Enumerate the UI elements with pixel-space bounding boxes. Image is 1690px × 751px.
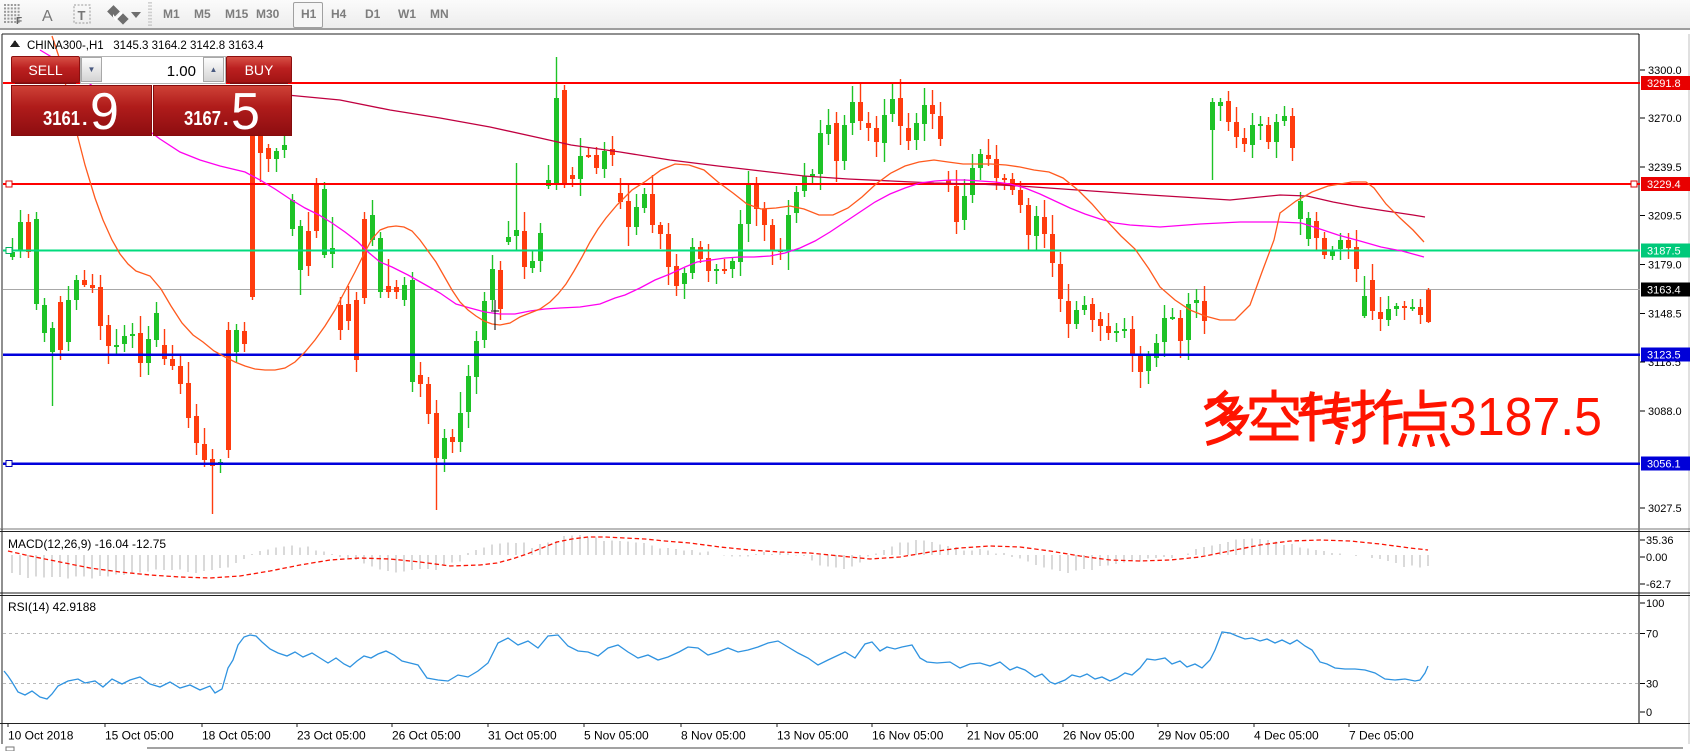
svg-text:5 Nov 05:00: 5 Nov 05:00 bbox=[584, 729, 649, 743]
svg-text:3056.1: 3056.1 bbox=[1647, 459, 1681, 471]
svg-text:29 Nov 05:00: 29 Nov 05:00 bbox=[1158, 729, 1230, 743]
svg-text:A: A bbox=[42, 8, 53, 25]
svg-text:3187.5: 3187.5 bbox=[1449, 387, 1602, 447]
svg-text:21 Nov 05:00: 21 Nov 05:00 bbox=[967, 729, 1039, 743]
svg-text:3123.5: 3123.5 bbox=[1647, 350, 1681, 362]
svg-text:100: 100 bbox=[1646, 598, 1664, 610]
svg-text:3300.0: 3300.0 bbox=[1648, 65, 1682, 77]
svg-text:3088.0: 3088.0 bbox=[1648, 406, 1682, 418]
svg-text:3163.4: 3163.4 bbox=[1647, 285, 1681, 297]
svg-text:3148.5: 3148.5 bbox=[1648, 309, 1682, 321]
svg-text:18 Oct 05:00: 18 Oct 05:00 bbox=[202, 729, 271, 743]
svg-text:4 Dec 05:00: 4 Dec 05:00 bbox=[1254, 729, 1319, 743]
svg-text:3291.8: 3291.8 bbox=[1647, 78, 1681, 90]
svg-text:3239.5: 3239.5 bbox=[1648, 162, 1682, 174]
svg-text:3027.5: 3027.5 bbox=[1648, 503, 1682, 515]
svg-text:3229.4: 3229.4 bbox=[1647, 179, 1681, 191]
svg-text:RSI(14) 42.9188: RSI(14) 42.9188 bbox=[8, 600, 96, 614]
svg-text:3179.0: 3179.0 bbox=[1648, 260, 1682, 272]
svg-text:-62.7: -62.7 bbox=[1646, 579, 1671, 591]
svg-text:7 Dec 05:00: 7 Dec 05:00 bbox=[1349, 729, 1414, 743]
svg-text:3187.5: 3187.5 bbox=[1647, 246, 1681, 258]
svg-text:F: F bbox=[16, 16, 22, 27]
svg-text:26 Nov 05:00: 26 Nov 05:00 bbox=[1063, 729, 1135, 743]
svg-text:0.00: 0.00 bbox=[1646, 552, 1667, 564]
svg-text:3209.5: 3209.5 bbox=[1648, 211, 1682, 223]
svg-text:23 Oct 05:00: 23 Oct 05:00 bbox=[297, 729, 366, 743]
svg-text:31 Oct 05:00: 31 Oct 05:00 bbox=[488, 729, 557, 743]
svg-text:26 Oct 05:00: 26 Oct 05:00 bbox=[392, 729, 461, 743]
svg-text:10 Oct 2018: 10 Oct 2018 bbox=[8, 729, 74, 743]
svg-text:0: 0 bbox=[1646, 707, 1652, 719]
svg-text:13 Nov 05:00: 13 Nov 05:00 bbox=[777, 729, 849, 743]
svg-text:CHINA300-,H1 3145.3 3164.2 3: CHINA300-,H1 3145.3 3164.2 3142.8 3163.4 bbox=[27, 40, 264, 52]
svg-text:70: 70 bbox=[1646, 629, 1658, 641]
svg-text:8 Nov 05:00: 8 Nov 05:00 bbox=[681, 729, 746, 743]
svg-text:35.36: 35.36 bbox=[1646, 535, 1674, 547]
svg-text:T: T bbox=[78, 8, 86, 23]
svg-text:MACD(12,26,9) -16.04 -12.75: MACD(12,26,9) -16.04 -12.75 bbox=[8, 537, 166, 551]
svg-text:15 Oct 05:00: 15 Oct 05:00 bbox=[105, 729, 174, 743]
svg-text:16 Nov 05:00: 16 Nov 05:00 bbox=[872, 729, 944, 743]
svg-text:3270.0: 3270.0 bbox=[1648, 113, 1682, 125]
svg-text:30: 30 bbox=[1646, 679, 1658, 691]
